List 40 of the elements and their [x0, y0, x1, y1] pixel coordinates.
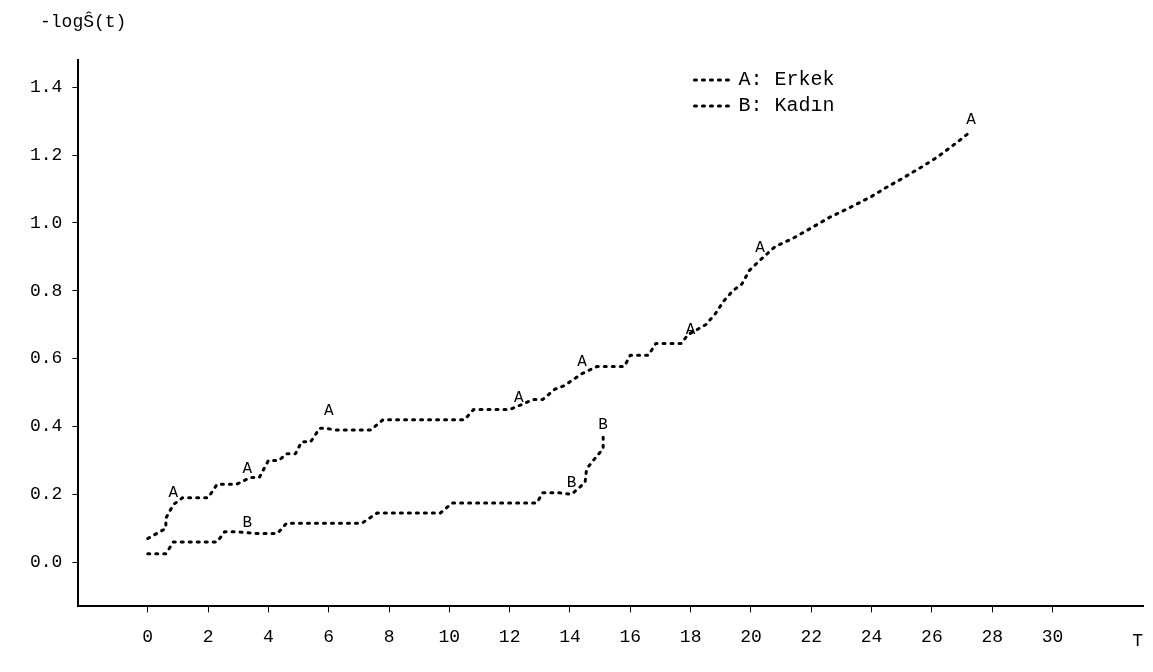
x-tick-label: 26	[921, 626, 943, 647]
y-tick-label: 1.4	[30, 76, 63, 97]
x-axis-title: T	[1132, 631, 1144, 652]
x-tick-label: 4	[263, 626, 274, 647]
line-series	[146, 435, 605, 556]
x-tick-label: 30	[1041, 626, 1064, 647]
x-tick-label: 6	[323, 626, 335, 647]
x-tick-label: 24	[860, 626, 883, 647]
annotation: A	[577, 352, 588, 371]
y-tick-label: 0.8	[30, 280, 63, 301]
x-tick-label: 22	[800, 626, 823, 647]
annotation: B	[242, 514, 253, 533]
x-tick-label: 28	[981, 626, 1004, 647]
x-tick-label: 2	[202, 626, 214, 647]
x-tick-label: 18	[679, 626, 702, 647]
annotation: B	[566, 473, 577, 492]
y-tick-label: 1.2	[30, 144, 63, 165]
legend-label: B: Kadın	[738, 94, 835, 118]
annotation: A	[242, 460, 253, 479]
annotation: A	[323, 402, 334, 421]
x-tick-label: 20	[740, 626, 762, 647]
x-tick-label: 8	[383, 626, 395, 647]
annotation: B	[598, 415, 608, 434]
x-tick-label: 0	[142, 626, 154, 647]
y-tick-label: 0.4	[30, 416, 63, 437]
annotation: A	[513, 388, 524, 407]
y-axis-title: -logŜ(t)	[40, 12, 127, 32]
x-tick-label: 12	[498, 626, 521, 647]
y-tick-label: 0.0	[30, 552, 63, 573]
y-tick-label: 1.0	[30, 212, 63, 233]
y-tick-label: 0.2	[30, 484, 63, 505]
x-tick-label: 14	[559, 626, 581, 647]
annotation: A	[755, 239, 766, 258]
x-tick-label: 10	[438, 626, 461, 647]
legend-label: A: Erkek	[738, 68, 835, 92]
y-tick-label: 0.6	[30, 348, 63, 369]
annotation: A	[966, 110, 977, 129]
x-tick-label: 16	[619, 626, 642, 647]
annotation: A	[685, 320, 696, 339]
annotation: A	[168, 483, 179, 502]
